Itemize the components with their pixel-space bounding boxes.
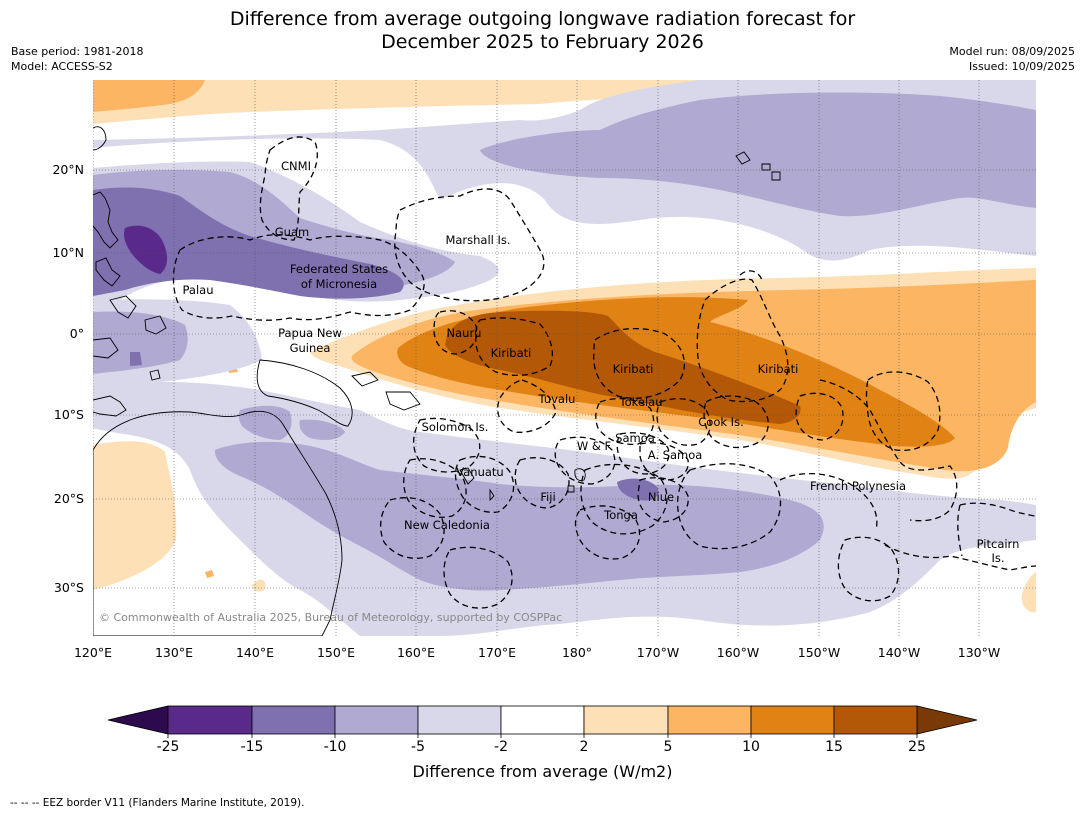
- region-label: Guinea: [290, 341, 331, 355]
- region-label: Palau: [183, 283, 214, 297]
- model-run: Model run: 08/09/2025: [949, 45, 1075, 58]
- region-label: Nauru: [447, 326, 482, 340]
- region-label: Samoa: [615, 431, 655, 445]
- longitude-label: 170°E: [478, 645, 516, 660]
- region-label: Solomon Is.: [422, 420, 489, 434]
- region-label: Tuvalu: [538, 392, 576, 406]
- latitude-label: 0°: [70, 326, 84, 341]
- colorbar-tick-label: 15: [825, 739, 843, 755]
- colorbar-segment: [833, 705, 918, 735]
- region-label: Kiribati: [758, 362, 799, 376]
- region-label: Guam: [275, 225, 309, 239]
- latitude-label: 10°N: [52, 245, 84, 260]
- colorbar-tick-label: 10: [742, 739, 760, 755]
- colorbar-tick-label: 5: [664, 739, 673, 755]
- longitude-label: 130°W: [958, 645, 1000, 660]
- meta-right: Model run: 08/09/2025 Issued: 10/09/2025: [949, 44, 1075, 74]
- map-title: Difference from average outgoing longwav…: [0, 8, 1085, 54]
- region-label: Pitcairn: [977, 537, 1020, 551]
- region-label: Cook Is.: [698, 415, 743, 429]
- model-name: Model: ACCESS-S2: [11, 60, 113, 73]
- graticule-lines: [93, 80, 1036, 636]
- land-outline-layer: [93, 126, 781, 636]
- colorbar-tick-label: -25: [157, 739, 180, 755]
- base-period: Base period: 1981-2018: [11, 45, 144, 58]
- colorbar-segment: [167, 705, 253, 735]
- colorbar: -25 -15 -10 -5 -2 2 5 10 15 25: [107, 705, 978, 755]
- longitude-label: 120°E: [74, 645, 112, 660]
- region-label: French Polynesia: [810, 479, 906, 493]
- region-label: Niue: [648, 490, 674, 504]
- colorbar-tick-label: -5: [411, 739, 425, 755]
- colorbar-tick-label: 25: [908, 739, 926, 755]
- colorbar-segment: [251, 705, 336, 735]
- copyright-text: © Commonwealth of Australia 2025, Bureau…: [99, 611, 562, 624]
- region-label: Tokelau: [619, 395, 663, 409]
- latitude-labels: 20°N 10°N 0° 10°S 20°S 30°S: [52, 162, 84, 595]
- region-label: Federated States: [290, 262, 388, 276]
- colorbar-tick-label: -10: [324, 739, 347, 755]
- longitude-label: 150°W: [798, 645, 840, 660]
- region-label: CNMI: [281, 159, 311, 173]
- colorbar-segment: [500, 705, 585, 735]
- eez-footnote: -- -- -- EEZ border V11 (Flanders Marine…: [10, 797, 305, 809]
- meta-left: Base period: 1981-2018 Model: ACCESS-S2: [11, 44, 143, 74]
- region-label: Is.: [991, 551, 1004, 565]
- longitude-label: 140°E: [236, 645, 274, 660]
- longitude-label: 150°E: [317, 645, 355, 660]
- colorbar-extend-low: [107, 705, 169, 735]
- colorbar-tick-label: -2: [494, 739, 508, 755]
- latitude-label: 30°S: [54, 580, 84, 595]
- colorbar-tick-label: 2: [580, 739, 589, 755]
- eez-border-layer: [172, 136, 1036, 609]
- colorbar-segment: [750, 705, 835, 735]
- region-label: Papua New: [278, 326, 342, 340]
- region-label: Kiribati: [613, 362, 654, 376]
- colorbar-segment: [583, 705, 669, 735]
- colorbar-title: Difference from average (W/m2): [412, 762, 673, 781]
- issued-date: Issued: 10/09/2025: [968, 60, 1075, 73]
- latitude-label: 20°N: [52, 162, 84, 177]
- colorbar-segment: [417, 705, 502, 735]
- region-label: Kiribati: [491, 346, 532, 360]
- title-line-2: December 2025 to February 2026: [381, 31, 704, 53]
- region-label: Tonga: [603, 508, 638, 522]
- region-label: A. Samoa: [648, 448, 703, 462]
- region-label: Fiji: [540, 490, 555, 504]
- colorbar-segment: [334, 705, 419, 735]
- longitude-labels: 120°E 130°E 140°E 150°E 160°E 170°E 180° 170°W 1…: [74, 645, 1000, 660]
- longitude-label: 160°W: [717, 645, 759, 660]
- region-label: New Caledonia: [404, 518, 490, 532]
- region-label: Marshall Is.: [445, 233, 510, 247]
- latitude-label: 20°S: [54, 491, 84, 506]
- title-line-1: Difference from average outgoing longwav…: [229, 8, 856, 30]
- longitude-label: 180°: [562, 645, 592, 660]
- region-label: W & F: [577, 439, 611, 453]
- longitude-label: 160°E: [397, 645, 435, 660]
- colorbar-segment: [667, 705, 752, 735]
- latitude-label: 10°S: [54, 407, 84, 422]
- colorbar-extend-high: [916, 705, 978, 735]
- longitude-label: 140°W: [878, 645, 920, 660]
- colorbar-tick-label: -15: [241, 739, 264, 755]
- region-label: of Micronesia: [301, 277, 377, 291]
- longitude-label: 170°W: [637, 645, 679, 660]
- longitude-label: 130°E: [155, 645, 193, 660]
- region-label: Vanuatu: [456, 465, 503, 479]
